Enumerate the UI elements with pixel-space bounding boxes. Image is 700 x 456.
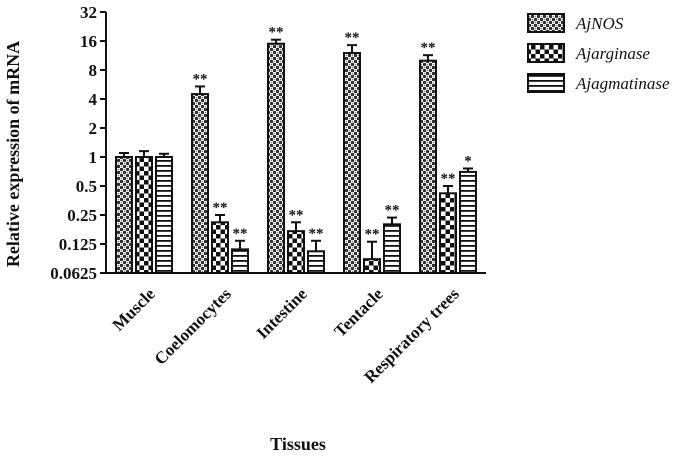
y-tick-label: 0.25 (67, 206, 97, 225)
bar-ajagmatinase-tentacle (383, 223, 401, 275)
bar-ajarginase-muscle (135, 156, 153, 274)
x-tick-label: Intestine (253, 284, 311, 342)
significance-label: * (464, 153, 472, 169)
y-ticks: 0.0625 0.125 0.25 0.5 1 2 4 8 16 32 (50, 3, 106, 283)
bar-ajarginase-respiratory-trees (439, 192, 457, 274)
bar-ajagmatinase-respiratory-trees (459, 170, 477, 274)
bar-ajarginase-tentacle (363, 258, 381, 275)
significance-label: ** (289, 207, 304, 223)
significance-label: ** (421, 40, 436, 56)
y-tick-label: 0.5 (76, 177, 97, 196)
legend-swatch (527, 73, 565, 93)
bar-ajnos-coelomocytes (191, 93, 209, 274)
bar-ajarginase-intestine (287, 230, 305, 274)
legend-swatch (527, 43, 565, 63)
legend-label: Ajagmatinase (575, 74, 670, 93)
y-tick-label: 32 (80, 3, 97, 22)
significance-label: ** (233, 226, 248, 242)
bar-ajagmatinase-muscle (155, 156, 173, 274)
y-tick-label: 0.0625 (50, 264, 97, 283)
y-tick-label: 8 (89, 61, 98, 80)
y-tick-label: 0.125 (59, 235, 97, 254)
bar-ajnos-intestine (267, 42, 285, 274)
bar-ajnos-muscle (115, 156, 133, 274)
y-axis-title: Relative expression of mRNA (3, 41, 23, 267)
significance-label: ** (441, 171, 456, 187)
y-tick-label: 1 (89, 148, 98, 167)
legend-label: Ajarginase (575, 44, 650, 63)
legend: AjNOS Ajarginase Ajagmatinase (527, 13, 670, 93)
bar-ajarginase-coelomocytes (211, 221, 229, 274)
x-tick-label: Coelomocytes (151, 284, 235, 368)
bar-ajnos-tentacle (343, 52, 361, 274)
y-tick-label: 4 (89, 90, 98, 109)
bar-ajnos-respiratory-trees (419, 59, 437, 275)
significance-label: ** (309, 226, 324, 242)
x-axis-title: Tissues (270, 434, 326, 454)
bar-ajagmatinase-coelomocytes (231, 248, 249, 274)
legend-swatch (527, 13, 565, 33)
y-tick-label: 2 (89, 119, 98, 138)
bars: *********************** (115, 25, 477, 275)
x-tick-label: Muscle (109, 284, 159, 334)
y-tick-label: 16 (80, 32, 97, 51)
significance-label: ** (345, 30, 360, 46)
legend-label: AjNOS (575, 14, 624, 33)
bar-ajagmatinase-intestine (307, 250, 325, 274)
x-tick-label: Tentacle (330, 284, 387, 341)
significance-label: ** (213, 200, 228, 216)
significance-label: ** (385, 203, 400, 219)
significance-label: ** (193, 71, 208, 87)
significance-label: ** (269, 25, 284, 41)
significance-label: ** (365, 227, 380, 243)
